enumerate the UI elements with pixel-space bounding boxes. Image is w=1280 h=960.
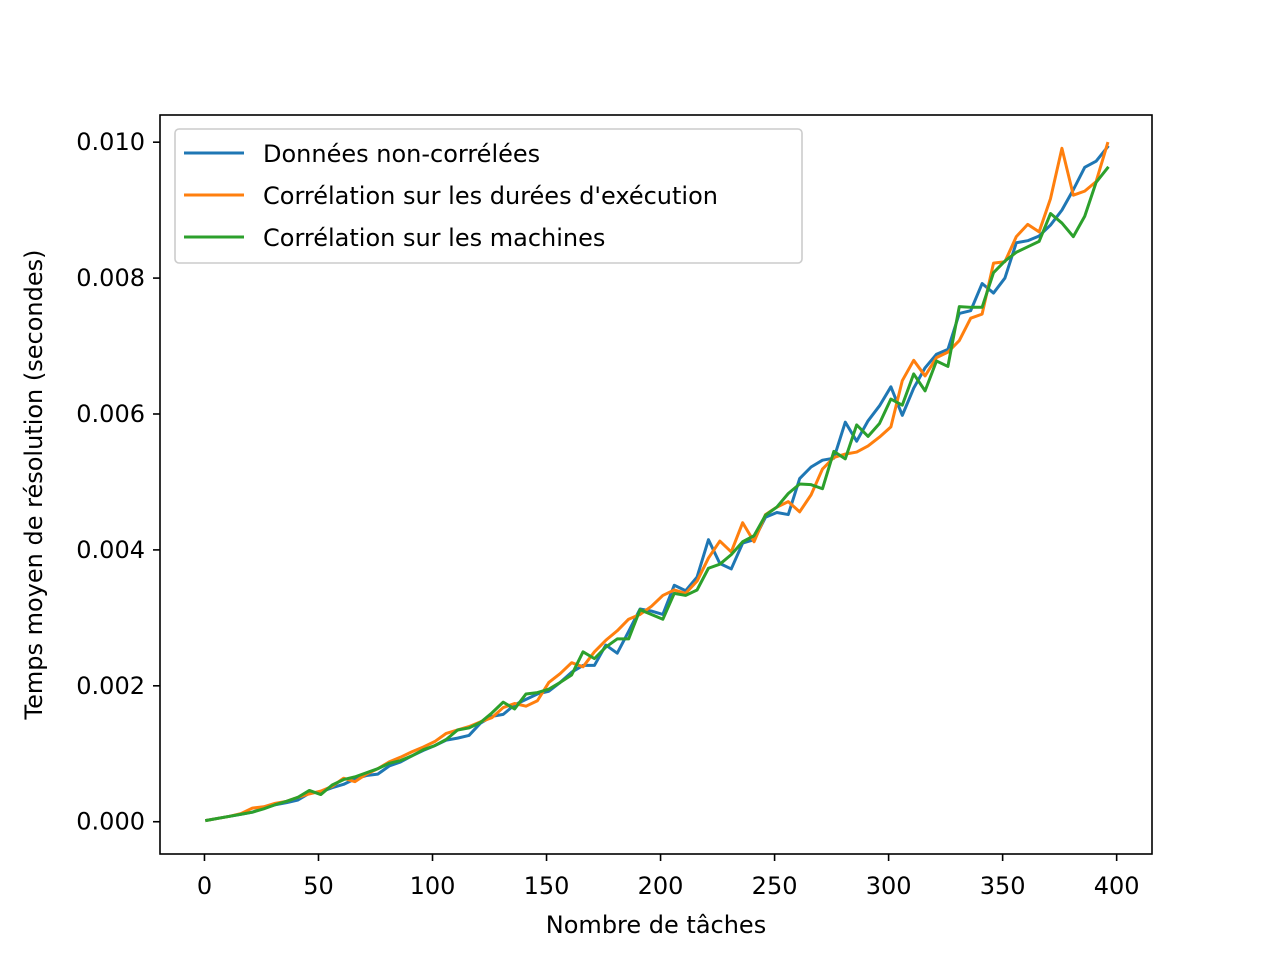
y-tick-label: 0.002 [76, 672, 145, 700]
x-tick-label: 100 [410, 872, 456, 900]
y-axis-ticks: 0.000 0.002 0.004 0.006 0.008 0.010 [76, 128, 160, 836]
legend: Données non-corrélées Corrélation sur les… [174, 128, 803, 264]
y-axis-label: Temps moyen de résolution (secondes) [20, 250, 48, 721]
x-tick-label: 50 [303, 872, 334, 900]
x-tick-label: 250 [752, 872, 798, 900]
legend-label-2: Corrélation sur les durées d'exécution [263, 182, 718, 210]
y-tick-label: 0.004 [76, 536, 145, 564]
x-tick-label: 200 [638, 872, 684, 900]
x-tick-label: 300 [866, 872, 912, 900]
plot-lines [205, 141, 1110, 823]
series-line-2 [205, 141, 1110, 823]
y-tick-label: 0.008 [76, 264, 145, 292]
plot-frame [159, 114, 1153, 855]
y-tick-label: 0.000 [76, 808, 145, 836]
x-tick-label: 350 [980, 872, 1026, 900]
x-axis-ticks: 0 50 100 150 200 250 300 350 400 [197, 854, 1140, 900]
x-tick-label: 400 [1094, 872, 1140, 900]
x-tick-label: 0 [197, 872, 212, 900]
x-axis-label: Nombre de tâches [546, 911, 766, 939]
y-tick-label: 0.010 [76, 128, 145, 156]
series-line-3 [205, 165, 1110, 823]
y-tick-label: 0.006 [76, 400, 145, 428]
legend-label-1: Données non-corrélées [263, 140, 540, 168]
x-tick-label: 150 [524, 872, 570, 900]
legend-label-3: Corrélation sur les machines [263, 224, 605, 252]
legend-box [174, 128, 803, 264]
